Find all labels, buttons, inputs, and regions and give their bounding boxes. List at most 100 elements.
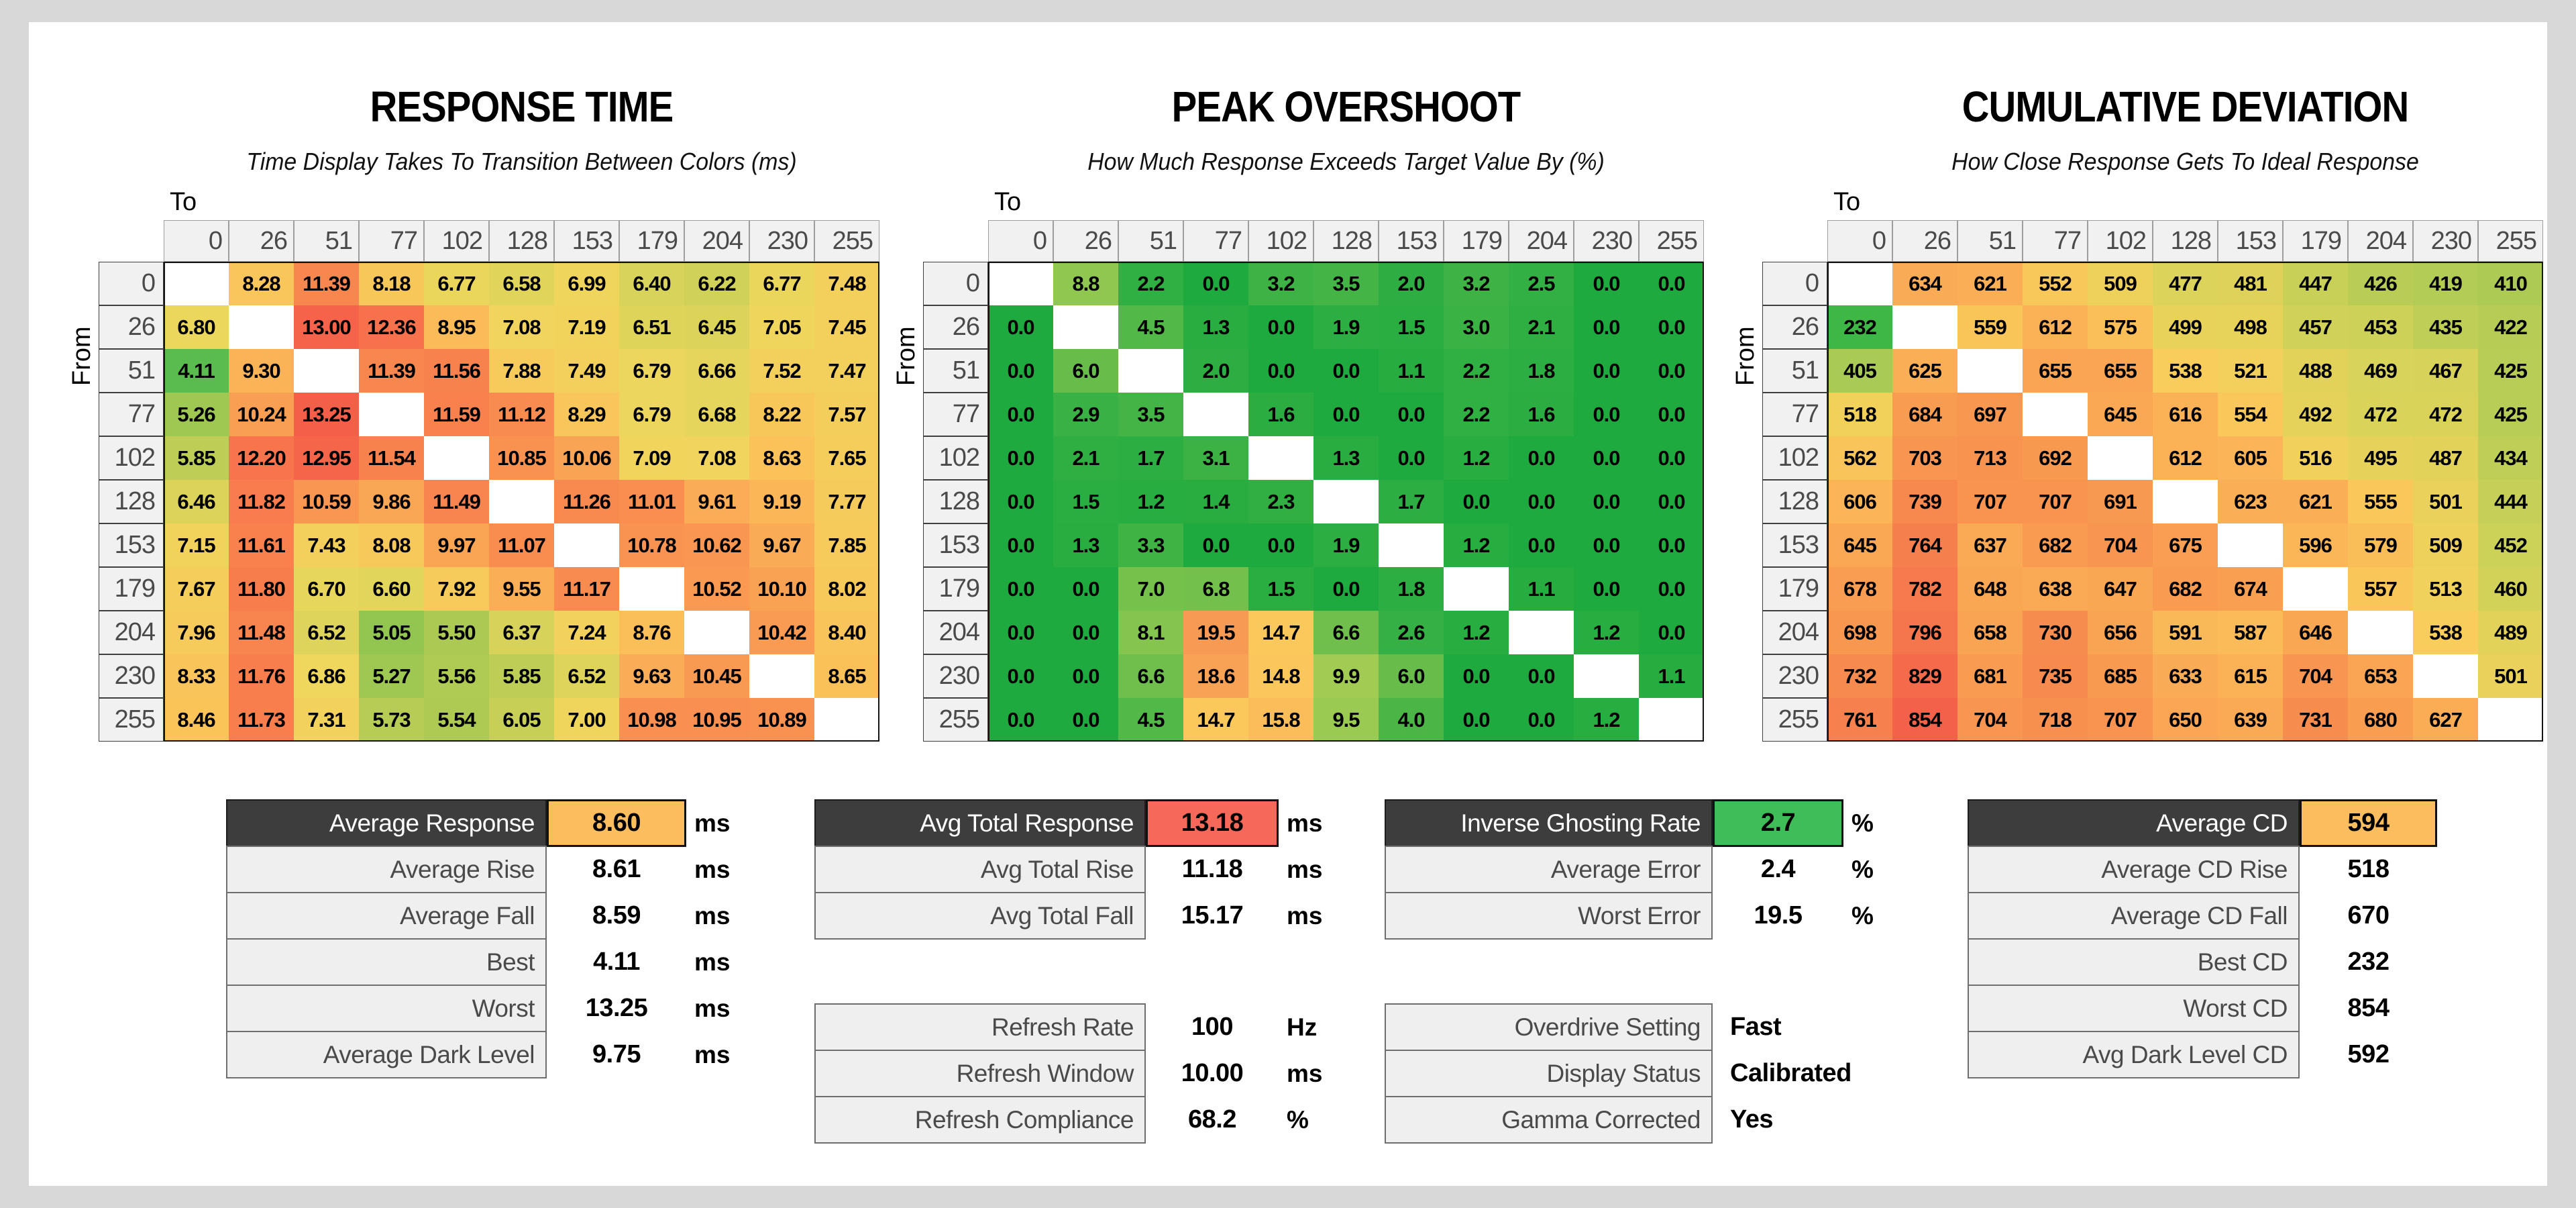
heatmap-cell: 10.78 [619,523,684,567]
heatmap-cell: 2.2 [1444,349,1509,393]
summary-unit: % [1851,855,1874,883]
heatmap-cell: 552 [2023,262,2088,305]
heatmap-cell: 7.77 [814,480,879,523]
summary-row: Average Dark Level 9.75 ms [226,1031,773,1078]
heatmap-cell [1509,611,1574,654]
matrix-col-header: 0 [164,220,229,262]
heatmap-cell: 10.85 [489,436,554,480]
heatmap-cell: 1.7 [1118,436,1183,480]
heatmap-cell [2023,393,2088,436]
summary-value: 10.00 [1181,1059,1244,1087]
heatmap-cell [1957,349,2023,393]
heatmap-cell: 645 [1827,523,1892,567]
heatmap-cell: 718 [2023,698,2088,742]
response-time-heatmap-grid: 0 26 51 77 102 128 153 179 204 230 255 0 8.28 11.39 8.… [99,220,879,742]
heatmap-cell: 0.0 [1574,349,1639,393]
heatmap-cell: 2.0 [1379,262,1444,305]
heatmap-cell: 425 [2478,393,2543,436]
heatmap-cell: 12.20 [229,436,294,480]
heatmap-cell: 559 [1957,305,2023,349]
matrix-row-header: 230 [1762,654,1827,698]
heatmap-cell: 3.2 [1248,262,1313,305]
summary-value: 13.25 [585,994,648,1022]
heatmap-cell: 9.30 [229,349,294,393]
heatmap-cell: 3.5 [1313,262,1379,305]
heatmap-cell: 0.0 [1183,523,1248,567]
heatmap-cell [2088,436,2153,480]
summary-row: Overdrive Setting Fast [1385,1003,1981,1051]
matrix-row-header: 102 [1762,436,1827,480]
heatmap-cell: 1.3 [1183,305,1248,349]
heatmap-cell: 5.85 [164,436,229,480]
summary-table-total-response: Avg Total Response 13.18 ms Avg Total Rise 1… [814,799,1359,940]
heatmap-cell: 12.95 [294,436,359,480]
heatmap-cell: 481 [2218,262,2283,305]
heatmap-cell: 7.65 [814,436,879,480]
matrix-row-header: 153 [99,523,164,567]
heatmap-cell: 1.2 [1118,480,1183,523]
heatmap-cell [294,349,359,393]
heatmap-cell: 0.0 [1313,349,1379,393]
matrix-row-header: 255 [1762,698,1827,742]
heatmap-cell: 7.00 [554,698,619,742]
heatmap-cell: 7.52 [749,349,814,393]
matrix-row-header: 179 [1762,567,1827,611]
heatmap-cell: 10.42 [749,611,814,654]
heatmap-cell: 1.1 [1509,567,1574,611]
summary-value: 232 [2347,948,2390,976]
heatmap-cell: 457 [2283,305,2348,349]
heatmap-cell: 5.26 [164,393,229,436]
summary-value: 11.18 [1181,855,1243,883]
matrix-row-header: 77 [1762,393,1827,436]
summary-label: Avg Dark Level CD [1968,1031,2300,1078]
heatmap-cell [2413,654,2478,698]
heatmap-cell: 4.11 [164,349,229,393]
heatmap-cell: 1.3 [1313,436,1379,480]
heatmap-cell: 0.0 [1639,393,1704,436]
heatmap-cell: 707 [2088,698,2153,742]
heatmap-cell: 0.0 [1574,567,1639,611]
heatmap-cell: 615 [2218,654,2283,698]
heatmap-cell: 678 [1827,567,1892,611]
heatmap-cell: 7.31 [294,698,359,742]
heatmap-cell: 3.0 [1444,305,1509,349]
summary-row: Avg Total Fall 15.17 ms [814,892,1359,940]
heatmap-cell: 554 [2218,393,2283,436]
heatmap-cell: 0.0 [1379,393,1444,436]
summary-table-cumulative-deviation: Average CD 594 Average CD Rise 518 Average C… [1968,799,2437,1078]
heatmap-cell: 8.28 [229,262,294,305]
heatmap-cell: 7.19 [554,305,619,349]
heatmap-cell: 425 [2478,349,2543,393]
heatmap-cell: 0.0 [1444,654,1509,698]
heatmap-cell: 444 [2478,480,2543,523]
heatmap-cell: 6.0 [1379,654,1444,698]
summary-label: Inverse Ghosting Rate [1385,799,1713,847]
heatmap-cell: 692 [2023,436,2088,480]
heatmap-cell: 0.0 [1509,698,1574,742]
heatmap-cell: 698 [1827,611,1892,654]
heatmap-cell: 9.97 [424,523,489,567]
summary-value: 2.7 [1713,799,1843,847]
matrix-row-header: 102 [99,436,164,480]
heatmap-cell: 612 [2153,436,2218,480]
heatmap-corner [99,220,164,262]
summary-label: Refresh Rate [814,1003,1146,1051]
summary-label: Average Error [1385,846,1713,893]
matrix-col-header: 128 [2153,220,2218,262]
matrix-col-header: 179 [2283,220,2348,262]
heatmap-cell: 0.0 [1053,567,1118,611]
summary-label: Average Response [226,799,547,847]
summary-row: Average CD Fall 670 [1968,892,2437,940]
heatmap-cell: 1.2 [1444,611,1509,654]
summary-unit: ms [1287,809,1323,837]
summary-value: Yes [1730,1105,1774,1134]
heatmap-cell [1313,480,1379,523]
heatmap-cell: 1.2 [1444,523,1509,567]
summary-label: Best CD [1968,938,2300,986]
heatmap-cell: 472 [2413,393,2478,436]
heatmap-cell: 6.58 [489,262,554,305]
heatmap-cell: 11.82 [229,480,294,523]
matrix-row-header: 128 [1762,480,1827,523]
summary-value: Calibrated [1730,1059,1851,1087]
